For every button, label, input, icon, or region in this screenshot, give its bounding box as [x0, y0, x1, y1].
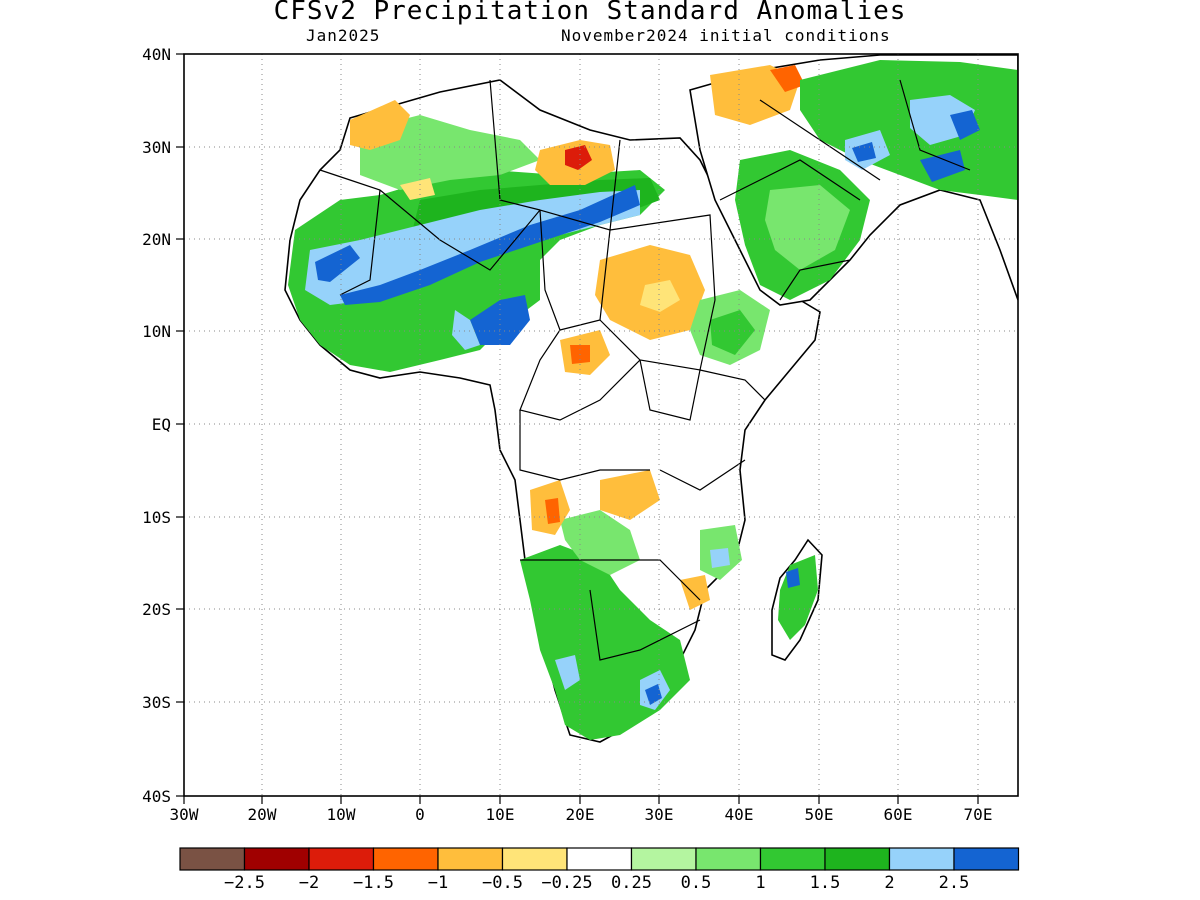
lon-label: 10E [486, 805, 515, 824]
lon-label: 0 [415, 805, 425, 824]
colorbar-label: 2 [884, 873, 894, 893]
lon-label: 70E [964, 805, 993, 824]
colorbar-swatch [888, 847, 955, 871]
lon-label: 20W [248, 805, 277, 824]
lat-label: 20N [142, 230, 171, 249]
colorbar-label: −0.5 [482, 873, 523, 893]
colorbar-label: 0.25 [611, 873, 652, 893]
colorbar-label: −0.25 [541, 873, 592, 893]
map-title: CFSv2 Precipitation Standard Anomalies [273, 0, 907, 26]
lon-label: 50E [805, 805, 834, 824]
lat-label: 10N [142, 322, 171, 341]
initial-conditions: November2024 initial conditions [561, 26, 891, 45]
colorbar-swatch [437, 847, 504, 871]
forecast-month: Jan2025 [306, 26, 381, 45]
lon-label: 30E [645, 805, 674, 824]
lon-label: 10W [327, 805, 356, 824]
latitude-labels: 40N 30N 20N 10N EQ 10S 20S 30S 40S [142, 45, 171, 806]
lat-label: 40N [142, 45, 171, 64]
colorbar-swatch [630, 847, 697, 871]
lat-label: 40S [142, 787, 171, 806]
grid-lines [184, 54, 1018, 796]
colorbar-label: −2.5 [224, 873, 265, 893]
colorbar-swatch [308, 847, 375, 871]
lat-label: 10S [142, 508, 171, 527]
lon-label: 60E [884, 805, 913, 824]
colorbar-swatch [372, 847, 439, 871]
colorbar-swatch [953, 847, 1020, 871]
colorbar-label: 0.5 [681, 873, 712, 893]
colorbar: −2.5 −2 −1.5 −1 −0.5 −0.25 0.25 0.5 1 1.5 2 2.5 [179, 847, 1020, 893]
colorbar-swatch [759, 847, 826, 871]
lat-label: 30S [142, 693, 171, 712]
colorbar-swatch [243, 847, 310, 871]
colorbar-label: −1 [428, 873, 448, 893]
lon-label: 40E [725, 805, 754, 824]
tick-marks [176, 53, 979, 804]
map-plot-area [184, 54, 1018, 796]
colorbar-label: −1.5 [353, 873, 394, 893]
colorbar-label: 1 [755, 873, 765, 893]
map-frame [183, 53, 1019, 797]
lat-label: 30N [142, 138, 171, 157]
colorbar-swatch [501, 847, 568, 871]
country-borders [319, 79, 971, 661]
colorbar-swatch [695, 847, 762, 871]
colorbar-label: −2 [299, 873, 319, 893]
colorbar-swatch [179, 847, 246, 871]
colorbar-label: 2.5 [939, 873, 970, 893]
longitude-labels: 30W 20W 10W 0 10E 20E 30E 40E 50E 60E 70… [170, 805, 993, 824]
lat-label: EQ [152, 415, 171, 434]
anomaly-fields [288, 60, 1018, 740]
lon-label: 30W [170, 805, 199, 824]
lat-label: 20S [142, 600, 171, 619]
colorbar-label: 1.5 [810, 873, 841, 893]
lon-label: 20E [566, 805, 595, 824]
colorbar-swatch [824, 847, 891, 871]
colorbar-swatch [566, 847, 633, 871]
